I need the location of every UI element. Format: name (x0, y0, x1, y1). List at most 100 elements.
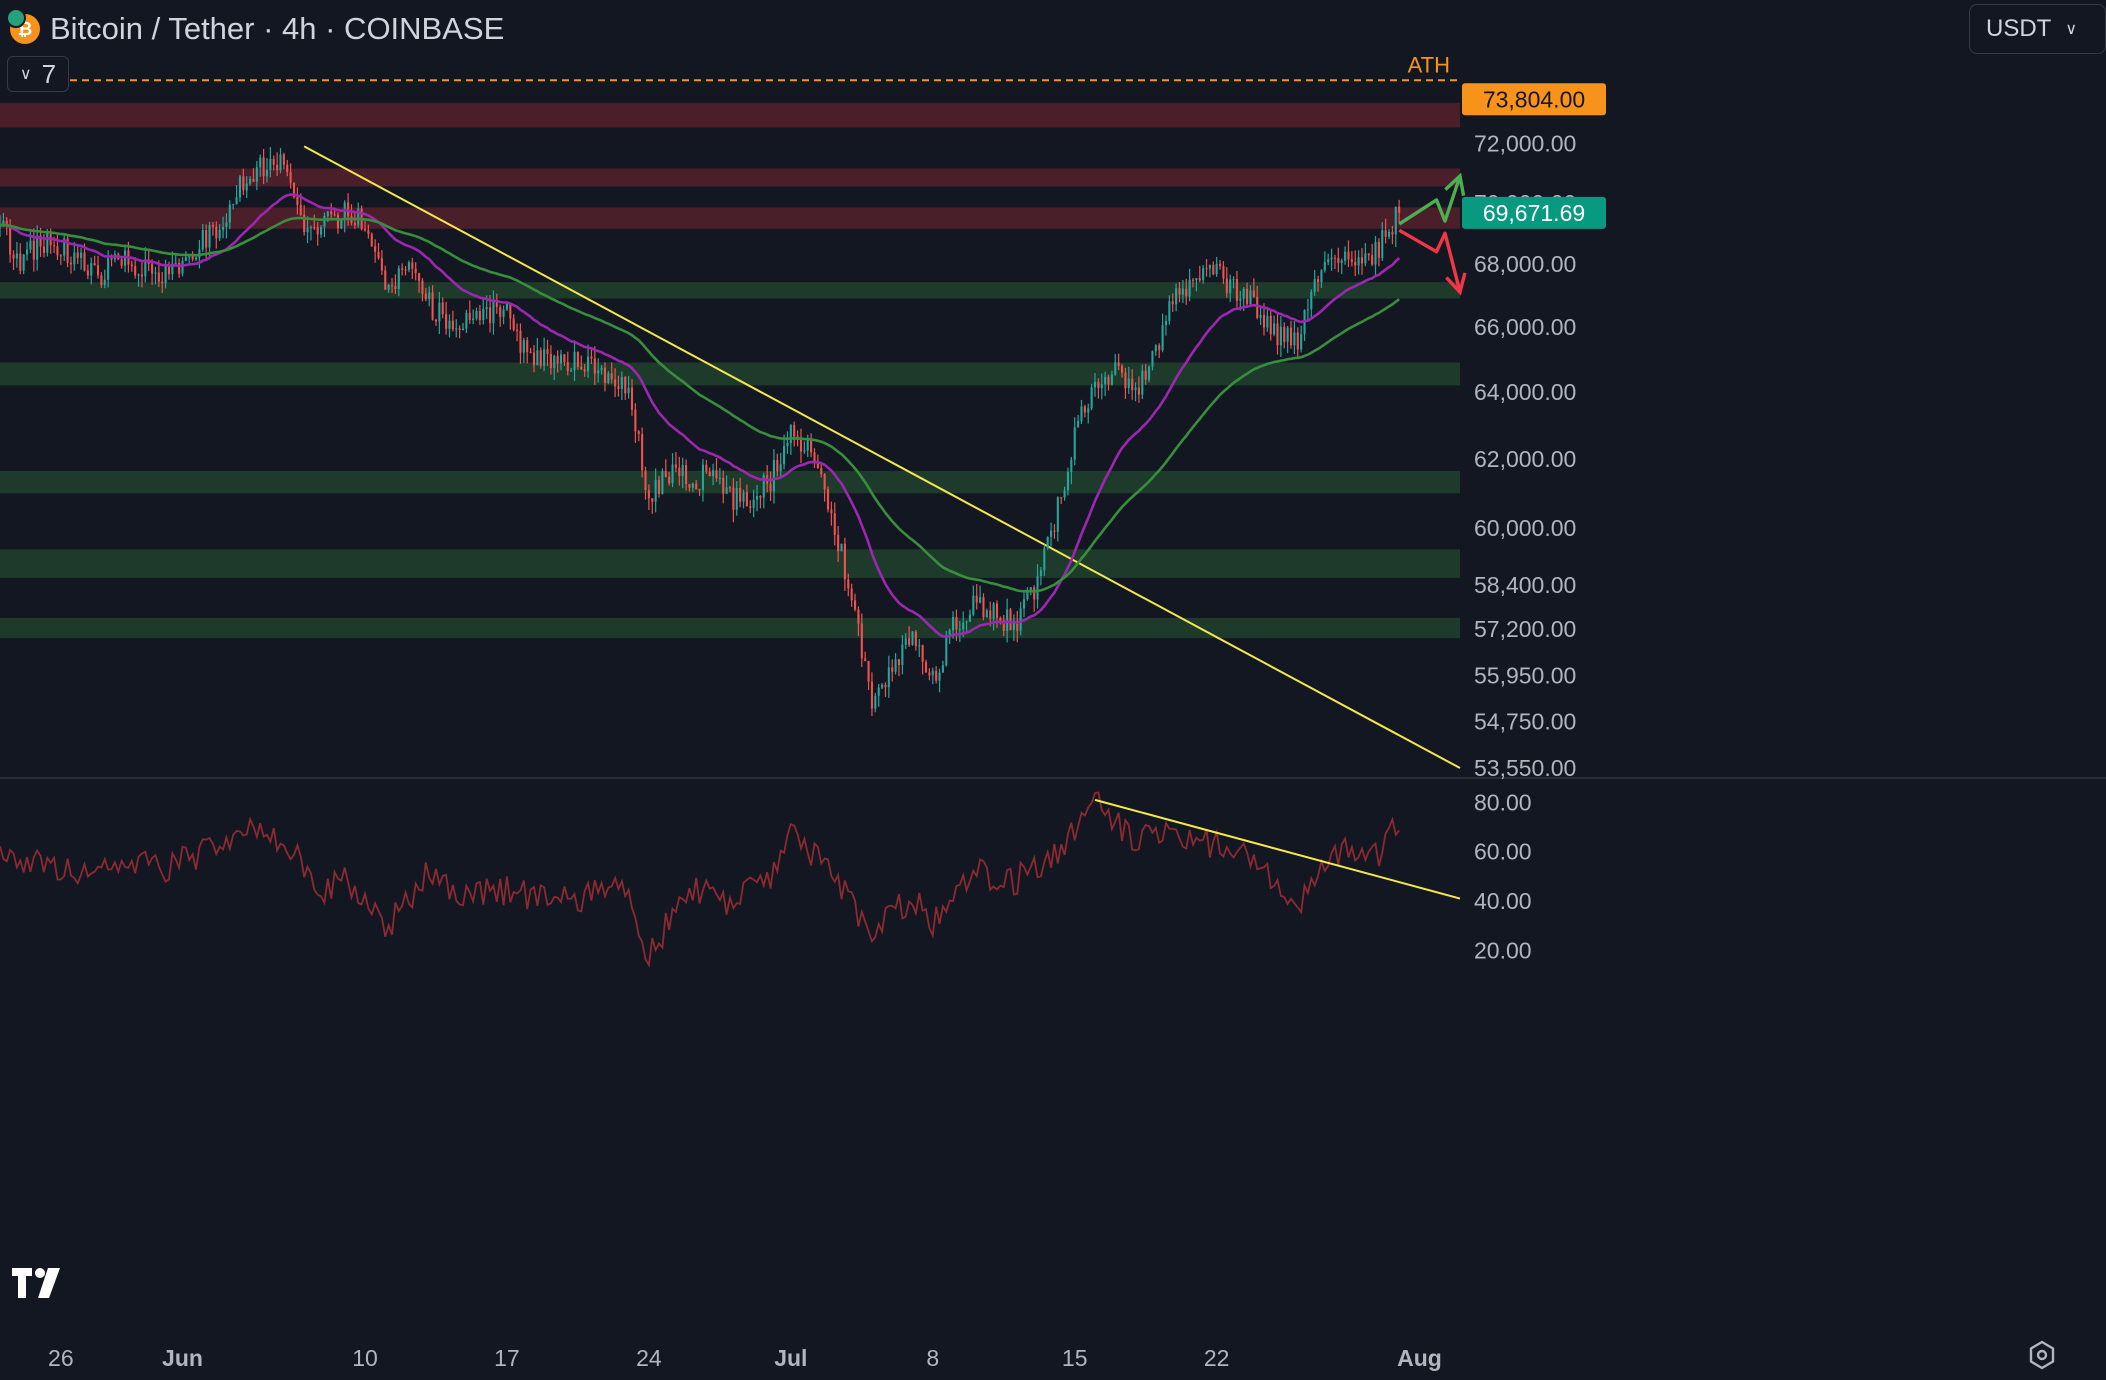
candle-body (826, 489, 830, 510)
candle-body (1093, 382, 1097, 388)
candle-body (414, 268, 417, 274)
candle-body (201, 229, 204, 250)
candle-body (73, 252, 76, 265)
candle-body (992, 603, 995, 619)
candle-body (647, 490, 650, 499)
candle-body (982, 597, 985, 618)
candle-body (380, 258, 383, 271)
candle-body (83, 252, 86, 271)
candle-body (279, 154, 282, 171)
time-axis[interactable]: 26 Jun 10 17 24 Jul 8 15 22 Aug (48, 1345, 1442, 1371)
candle-body (1012, 620, 1015, 631)
candle-body (313, 227, 316, 229)
candle-body (25, 249, 29, 255)
candle-body (461, 328, 465, 330)
time-tick-label: 8 (926, 1345, 939, 1371)
candle-body (225, 222, 228, 227)
candle-body (573, 351, 576, 371)
candle-body (323, 215, 326, 227)
candle-body (904, 638, 907, 645)
candle-body (543, 349, 546, 366)
candle-body (103, 279, 106, 286)
candle-body (1164, 320, 1168, 326)
candle-body (188, 255, 191, 258)
support-zone (0, 617, 1460, 639)
candle-body (1377, 241, 1380, 258)
candle-body (181, 260, 184, 274)
candle-body (1208, 264, 1211, 269)
rsi-pane[interactable]: 80.00 60.00 40.00 20.00 (0, 789, 1532, 968)
candle-body (576, 351, 579, 367)
candle-body (1114, 362, 1117, 375)
candle-body (685, 465, 688, 485)
price-axis[interactable]: 72,000.00 68,000.00 66,000.00 64,000.00 62,0… (1462, 130, 1606, 781)
candle-body (1063, 490, 1066, 498)
resistance-zone (0, 102, 1460, 128)
candle-body (928, 672, 931, 676)
candle-body (235, 197, 238, 205)
candle-body (272, 158, 275, 165)
candle-body (502, 309, 505, 317)
candle-body (958, 629, 961, 631)
candle-body (509, 303, 512, 319)
rsi-tick-label: 20.00 (1474, 937, 1532, 963)
price-tick-label: 54,750.00 (1474, 708, 1576, 734)
settings-icon[interactable] (2026, 1339, 2058, 1371)
candle-body (843, 543, 846, 580)
candle-body (1087, 408, 1090, 413)
time-tick-label: 24 (636, 1345, 662, 1371)
candle-body (529, 352, 532, 354)
candle-body (309, 227, 312, 229)
price-zones (0, 102, 2106, 779)
support-zone (0, 470, 1460, 494)
currency-select[interactable]: USDT ∨ (1969, 4, 2106, 54)
candle-body (908, 638, 911, 645)
candle-body (739, 487, 742, 502)
chevron-down-icon: ∨ (2065, 21, 2078, 38)
candle-body (1381, 230, 1384, 258)
candle-body (1347, 251, 1350, 260)
symbol-title[interactable]: Bitcoin / Tether · 4h · COINBASE (50, 11, 505, 46)
candle-body (1198, 278, 1201, 281)
candle-body (475, 310, 478, 319)
candle-body (968, 614, 972, 622)
candle-body (472, 318, 475, 320)
price-tick-label: 55,950.00 (1474, 663, 1576, 689)
candle-body (1131, 378, 1134, 391)
candle-body (262, 157, 265, 177)
arrow-head (1444, 172, 1466, 196)
candle-body (32, 240, 35, 260)
candle-body (1070, 459, 1073, 472)
rsi-line (0, 791, 1400, 968)
candle-body (1144, 370, 1147, 380)
indicators-toggle-button[interactable]: ∨ 7 (7, 56, 69, 92)
candle-body (536, 350, 539, 366)
candle-body (86, 270, 89, 276)
candle-body (431, 292, 434, 320)
ath-line-group: ATH 73,804.00 (58, 52, 1606, 116)
candle-body (1354, 261, 1357, 266)
candle-body (363, 229, 367, 231)
candle-body (336, 214, 340, 229)
tradingview-logo[interactable] (12, 1268, 60, 1298)
candle-body (1120, 365, 1124, 373)
candle-body (492, 301, 495, 324)
candle-body (505, 303, 508, 310)
ath-price-label: 73,804.00 (1483, 86, 1585, 112)
candle-body (238, 176, 242, 198)
candle-body (1026, 592, 1029, 600)
candle-body (1360, 257, 1364, 264)
candle-body (184, 257, 187, 261)
candle-body (340, 219, 343, 229)
candle-body (320, 226, 323, 235)
candle-body (779, 464, 782, 472)
candle-body (522, 340, 525, 353)
candle-body (563, 354, 566, 363)
candle-body (1218, 263, 1222, 267)
candle-body (1320, 270, 1323, 283)
candle-body (130, 264, 133, 267)
candle-body (979, 597, 982, 603)
candle-body (1306, 309, 1309, 311)
candle-body (1394, 206, 1397, 235)
